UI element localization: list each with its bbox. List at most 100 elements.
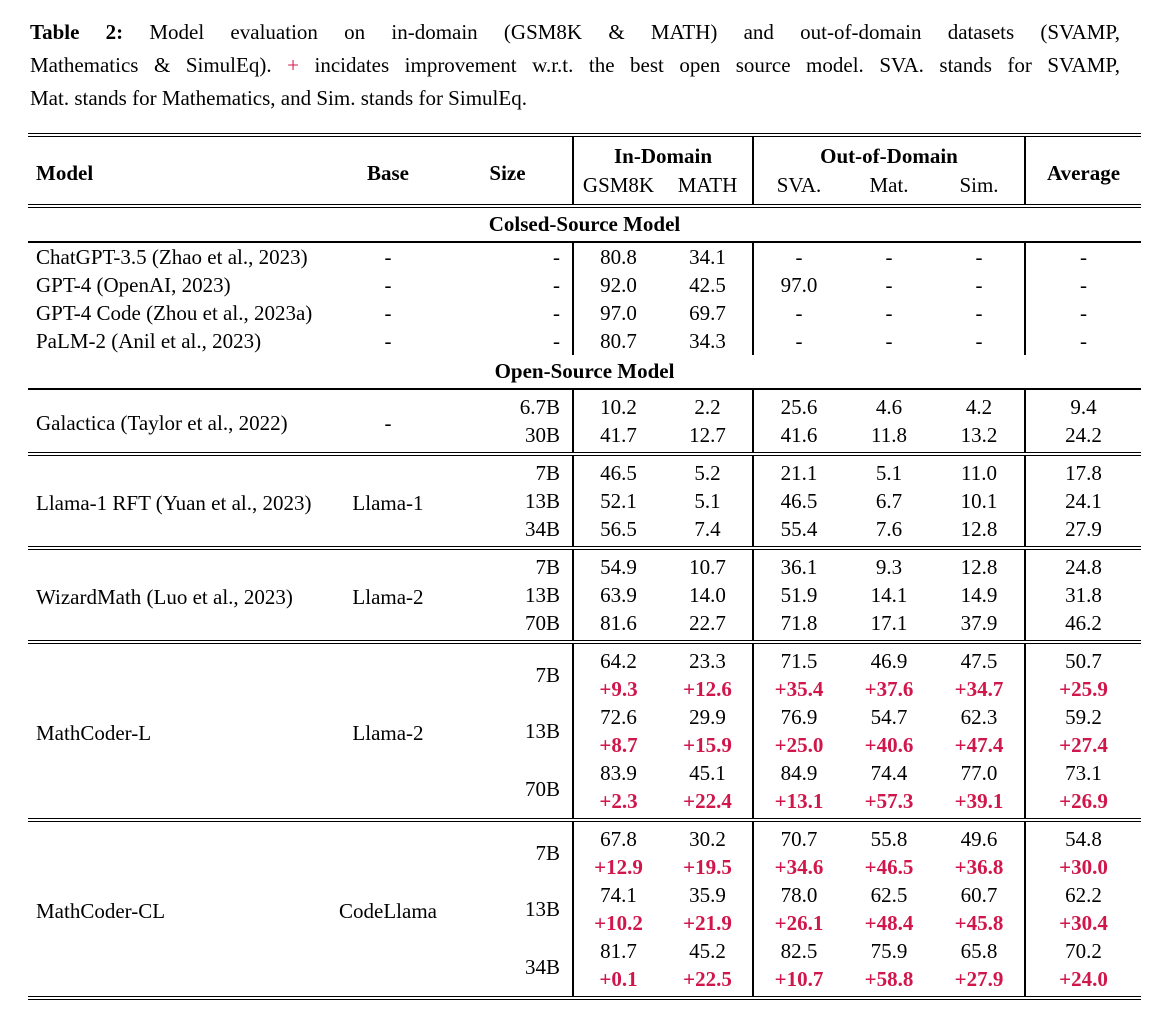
size-cell: 13B (524, 897, 560, 921)
score-cell: 29.9 (689, 705, 726, 729)
score-cell: 81.6 (572, 609, 663, 642)
header-sim: Sim. (959, 173, 999, 197)
improvement-cell: +25.9 (1024, 675, 1142, 703)
score-cell: 81.7 (572, 937, 663, 965)
score-cell: 7.4 (694, 517, 721, 541)
score-cell: 67.8 (572, 818, 663, 853)
improvement-cell: +30.0 (1024, 853, 1142, 881)
score-cell: 41.6 (752, 421, 844, 454)
section-title: Open-Source Model (28, 355, 1142, 390)
size-cell: 7B (443, 640, 573, 703)
score-cell: 21.1 (752, 452, 844, 487)
header-mat: Mat. (869, 173, 909, 197)
score-cell: 55.4 (752, 515, 844, 548)
score-cell: 46.5 (572, 452, 663, 487)
score-cell: 62.3 (960, 705, 998, 729)
improvement-cell: +24.0 (1024, 965, 1142, 998)
score-cell: 72.6 (572, 703, 663, 731)
score-cell: - (975, 245, 983, 269)
score-cell: - (885, 245, 893, 269)
model-name-cell: GPT-4 (OpenAI, 2023) (36, 273, 231, 297)
improvement-cell: +27.4 (1024, 731, 1142, 759)
model-name-cell: Llama-1 RFT (Yuan et al., 2023) (28, 452, 333, 548)
table-caption: Table 2: Model evaluation on in-domain (… (30, 16, 1120, 115)
size-cell: 7B (443, 546, 573, 581)
improvement-cell: +34.6 (752, 853, 844, 881)
improvement-cell: +19.5 (683, 855, 732, 879)
table-row: Llama-1 RFT (Yuan et al., 2023) Llama-1 7B… (28, 452, 1142, 548)
score-cell: 22.7 (689, 611, 726, 635)
improvement-cell: +13.1 (752, 787, 844, 820)
score-cell: - (752, 327, 844, 355)
score-cell: 7.6 (875, 517, 903, 541)
header-in-domain: In-Domain (572, 135, 753, 171)
table-row: WizardMath (Luo et al., 2023) Llama-2 7B 54… (28, 546, 1142, 642)
header-size: Size (489, 160, 526, 185)
score-cell: 24.2 (1024, 421, 1142, 454)
score-cell: - (752, 242, 844, 271)
improvement-cell: +10.7 (752, 965, 844, 998)
score-cell: 77.0 (960, 761, 998, 785)
header-gsm8k: GSM8K (572, 171, 663, 206)
section-title: Colsed-Source Model (28, 206, 1142, 243)
improvement-cell: +0.1 (572, 965, 663, 998)
score-cell: 10.2 (572, 389, 663, 421)
score-cell: 54.8 (1024, 818, 1142, 853)
improvement-cell: +2.3 (572, 787, 663, 820)
score-cell: 92.0 (572, 271, 663, 299)
score-cell: 65.8 (960, 939, 998, 963)
score-cell: 75.9 (870, 939, 908, 963)
score-cell: 12.7 (689, 423, 726, 447)
header-out-of-domain: Out-of-Domain (751, 135, 1026, 171)
score-cell: 11.8 (871, 423, 907, 447)
improvement-cell: +48.4 (864, 911, 914, 935)
score-cell: 6.7 (875, 489, 903, 513)
improvement-cell: +22.5 (683, 967, 732, 991)
improvement-row: +0.1 +22.5 +10.7 +58.8 +27.9 +24.0 (28, 965, 1142, 998)
improvement-row: +2.3 +22.4 +13.1 +57.3 +39.1 +26.9 (28, 787, 1142, 820)
score-cell: 14.1 (870, 583, 908, 607)
table-row: MathCoder-L Llama-2 7B 64.2 23.3 71.5 46.9 47.5… (28, 640, 1142, 820)
score-cell: 31.8 (1024, 581, 1142, 609)
score-cell: 34.1 (689, 245, 726, 269)
score-cell: 71.8 (752, 609, 844, 642)
score-cell: - (885, 329, 893, 353)
improvement-cell: +12.6 (683, 677, 732, 701)
model-name-cell: PaLM-2 (Anil et al., 2023) (36, 329, 262, 353)
score-cell: 46.9 (844, 640, 934, 675)
score-cell: 56.5 (572, 515, 663, 548)
base-cell: Llama-2 (333, 640, 443, 820)
size-cell: 7B (443, 818, 573, 881)
score-cell: 46.5 (752, 487, 844, 515)
score-cell: 25.6 (752, 389, 844, 421)
improvement-cell: +58.8 (864, 967, 914, 991)
score-cell: 97.0 (572, 299, 663, 327)
score-cell: 10.7 (663, 546, 753, 581)
size-cell: 13B (524, 489, 560, 513)
size-cell: 30B (524, 423, 560, 447)
table-row: 13B 72.6 29.9 76.9 54.7 62.3 59.2 (28, 703, 1142, 743)
score-cell: 59.2 (1024, 703, 1142, 731)
score-cell: 84.9 (752, 759, 844, 787)
score-cell: 14.0 (689, 583, 726, 607)
score-cell: - (975, 273, 983, 297)
score-cell: 14.9 (960, 583, 998, 607)
section-row: Colsed-Source Model (28, 206, 1142, 243)
score-cell: 45.1 (689, 761, 726, 785)
score-cell: 63.9 (572, 581, 663, 609)
score-cell: 76.9 (752, 703, 844, 731)
header-sva: SVA. (752, 171, 844, 206)
score-cell: 82.5 (752, 937, 844, 965)
model-name-cell: ChatGPT-3.5 (Zhao et al., 2023) (36, 245, 308, 269)
score-cell: 35.9 (689, 883, 726, 907)
improvement-row: +12.9 +19.5 +34.6 +46.5 +36.8 +30.0 (28, 853, 1142, 881)
score-cell: 34.3 (689, 329, 726, 353)
caption-text-3: incidates improvement w.r.t. the best op… (298, 53, 1120, 77)
score-cell: 37.9 (960, 611, 998, 635)
improvement-row: +8.7 +15.9 +25.0 +40.6 +47.4 +27.4 (28, 731, 1142, 759)
score-cell: 51.9 (752, 581, 844, 609)
score-cell: - (752, 299, 844, 327)
improvement-cell: +45.8 (954, 911, 1004, 935)
table-row: 70B 81.6 22.7 71.8 17.1 37.9 46.2 (28, 609, 1142, 642)
caption-line-1: Table 2: Model evaluation on in-domain (… (30, 16, 1120, 49)
